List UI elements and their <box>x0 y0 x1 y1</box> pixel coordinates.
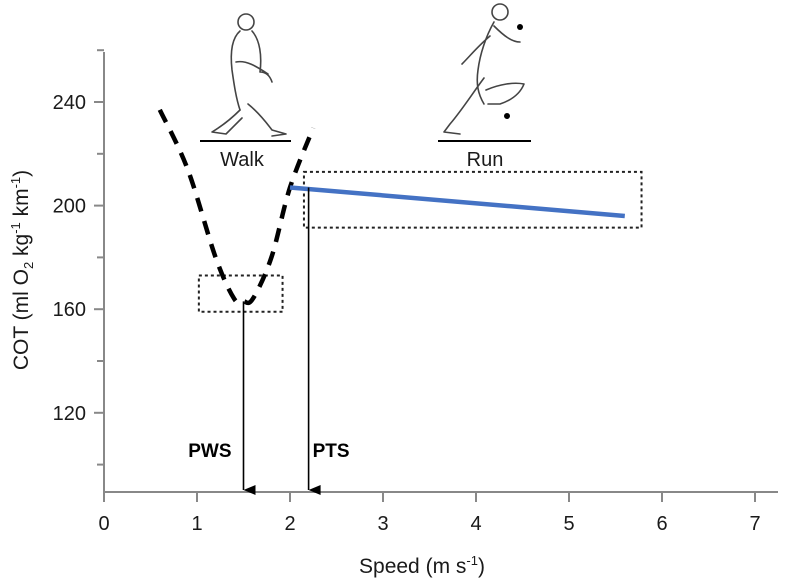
y-tick-label: 120 <box>53 403 86 425</box>
annotation-pws: PWS <box>188 441 231 462</box>
x-tick-label: 7 <box>749 513 760 535</box>
walk-label: Walk <box>220 149 265 171</box>
series-walk-line <box>157 108 316 306</box>
highlight-boxes <box>197 170 643 313</box>
annotation-pts: PTS <box>313 441 350 462</box>
x-axis: 0 1 2 3 4 5 6 7 <box>98 491 778 535</box>
series-run-line <box>289 185 625 219</box>
x-tick-label: 3 <box>377 513 388 535</box>
walker-figure: Walk <box>200 13 291 171</box>
y-axis-title: COT (ml O2 kg-1 km-1) <box>8 170 36 370</box>
x-tick-label: 6 <box>656 513 667 535</box>
x-tick-label: 0 <box>98 513 109 535</box>
run-label: Run <box>467 149 504 171</box>
runner-dot-bottom <box>504 113 510 119</box>
walker-icon <box>211 13 287 137</box>
y-ticks: 120 160 200 240 <box>53 49 104 466</box>
y-tick-label: 240 <box>53 92 86 114</box>
run-line-box <box>302 170 643 229</box>
y-tick-label: 200 <box>53 196 86 218</box>
x-tick-label: 4 <box>470 513 481 535</box>
x-tick-label: 5 <box>563 513 574 535</box>
series-group <box>157 108 625 306</box>
runner-figure: Run <box>438 3 531 171</box>
x-tick-label: 1 <box>191 513 202 535</box>
y-axis: 120 160 200 240 <box>53 49 105 492</box>
annotations: PWS PTS <box>188 187 350 495</box>
runner-dot-top <box>517 24 523 30</box>
x-tick-label: 2 <box>284 513 295 535</box>
runner-icon <box>443 3 525 135</box>
x-ticks: 0 1 2 3 4 5 6 7 <box>98 492 761 535</box>
y-tick-label: 160 <box>53 299 86 321</box>
walk-minimum-box <box>197 274 284 313</box>
x-axis-title: Speed (m s-1) <box>359 553 485 578</box>
